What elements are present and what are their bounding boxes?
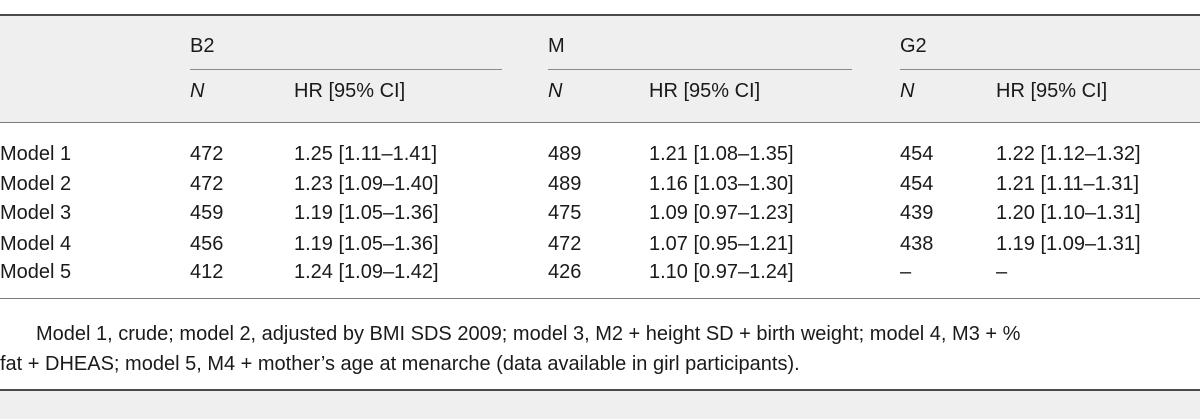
- m-hr-cell: 1.10 [0.97–1.24]: [649, 261, 794, 283]
- group-underline-g2: [900, 69, 1200, 70]
- model-label: Model 1: [0, 143, 72, 165]
- table-row: Model 1 472 1.25 [1.11–1.41] 489 1.21 [1…: [0, 140, 1200, 170]
- column-header-b2-hr: HR [95% CI]: [294, 80, 406, 102]
- g2-n-cell: 439: [900, 202, 934, 224]
- table-footer-band: [0, 389, 1200, 419]
- column-header-m-hr: HR [95% CI]: [649, 80, 761, 102]
- m-hr-cell: 1.16 [1.03–1.30]: [649, 173, 794, 195]
- table-bottom-rule: [0, 298, 1200, 299]
- column-header-g2-hr: HR [95% CI]: [996, 80, 1108, 102]
- table-row: Model 2 472 1.23 [1.09–1.40] 489 1.16 [1…: [0, 170, 1200, 200]
- g2-n-cell: –: [900, 261, 912, 283]
- b2-hr-cell: 1.25 [1.11–1.41]: [294, 143, 438, 165]
- column-header-g2-n: N: [900, 80, 915, 102]
- table-row: Model 3 459 1.19 [1.05–1.36] 475 1.09 [0…: [0, 199, 1200, 229]
- b2-hr-cell: 1.24 [1.09–1.42]: [294, 261, 439, 283]
- m-hr-cell: 1.07 [0.95–1.21]: [649, 233, 794, 255]
- g2-hr-cell: –: [996, 261, 1008, 283]
- table-row: Model 4 456 1.19 [1.05–1.36] 472 1.07 [0…: [0, 230, 1200, 260]
- table-row: Model 5 412 1.24 [1.09–1.42] 426 1.10 [0…: [0, 258, 1200, 288]
- group-underline-b2: [190, 69, 502, 70]
- g2-n-cell: 438: [900, 233, 934, 255]
- m-hr-cell: 1.21 [1.08–1.35]: [649, 143, 794, 165]
- b2-hr-cell: 1.19 [1.05–1.36]: [294, 233, 439, 255]
- group-underline-m: [548, 69, 852, 70]
- m-n-cell: 475: [548, 202, 582, 224]
- group-header-g2: G2: [900, 35, 927, 57]
- b2-hr-cell: 1.19 [1.05–1.36]: [294, 202, 439, 224]
- model-label: Model 2: [0, 173, 72, 195]
- model-label: Model 4: [0, 233, 72, 255]
- column-header-b2-n: N: [190, 80, 205, 102]
- m-n-cell: 426: [548, 261, 582, 283]
- g2-hr-cell: 1.22 [1.12–1.32]: [996, 143, 1141, 165]
- table-header: [0, 14, 1200, 123]
- m-n-cell: 489: [548, 143, 582, 165]
- b2-n-cell: 459: [190, 202, 224, 224]
- g2-n-cell: 454: [900, 143, 934, 165]
- b2-n-cell: 456: [190, 233, 224, 255]
- group-header-m: M: [548, 35, 565, 57]
- b2-hr-cell: 1.23 [1.09–1.40]: [294, 173, 439, 195]
- g2-hr-cell: 1.19 [1.09–1.31]: [996, 233, 1141, 255]
- b2-n-cell: 472: [190, 173, 224, 195]
- model-label: Model 5: [0, 261, 72, 283]
- footnote-line-1: Model 1, crude; model 2, adjusted by BMI…: [36, 323, 1021, 345]
- b2-n-cell: 472: [190, 143, 224, 165]
- column-header-m-n: N: [548, 80, 563, 102]
- model-label: Model 3: [0, 202, 72, 224]
- m-n-cell: 489: [548, 173, 582, 195]
- m-n-cell: 472: [548, 233, 582, 255]
- b2-n-cell: 412: [190, 261, 224, 283]
- g2-hr-cell: 1.20 [1.10–1.31]: [996, 202, 1141, 224]
- g2-n-cell: 454: [900, 173, 934, 195]
- m-hr-cell: 1.09 [0.97–1.23]: [649, 202, 794, 224]
- group-header-b2: B2: [190, 35, 215, 57]
- g2-hr-cell: 1.21 [1.11–1.31]: [996, 173, 1140, 195]
- footnote-line-2: fat + DHEAS; model 5, M4 + mother’s age …: [0, 353, 800, 375]
